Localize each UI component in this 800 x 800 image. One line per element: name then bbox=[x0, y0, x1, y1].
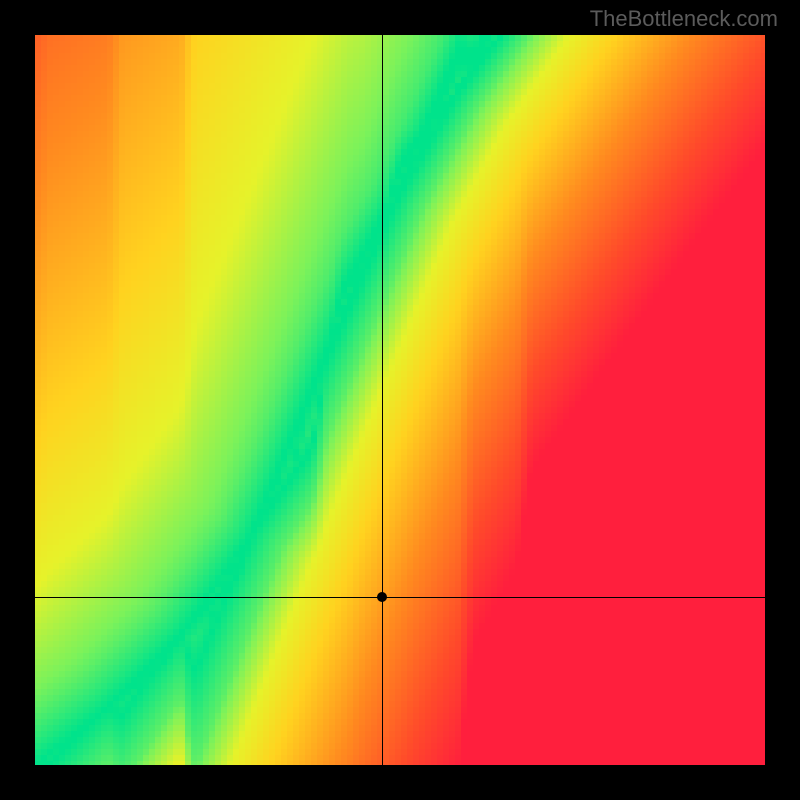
watermark-text: TheBottleneck.com bbox=[590, 6, 778, 32]
crosshair-vertical bbox=[382, 35, 383, 765]
chart-container: TheBottleneck.com bbox=[0, 0, 800, 800]
heatmap-canvas bbox=[35, 35, 765, 765]
selection-marker-dot bbox=[377, 592, 387, 602]
plot-area bbox=[35, 35, 765, 765]
crosshair-horizontal bbox=[35, 597, 765, 598]
